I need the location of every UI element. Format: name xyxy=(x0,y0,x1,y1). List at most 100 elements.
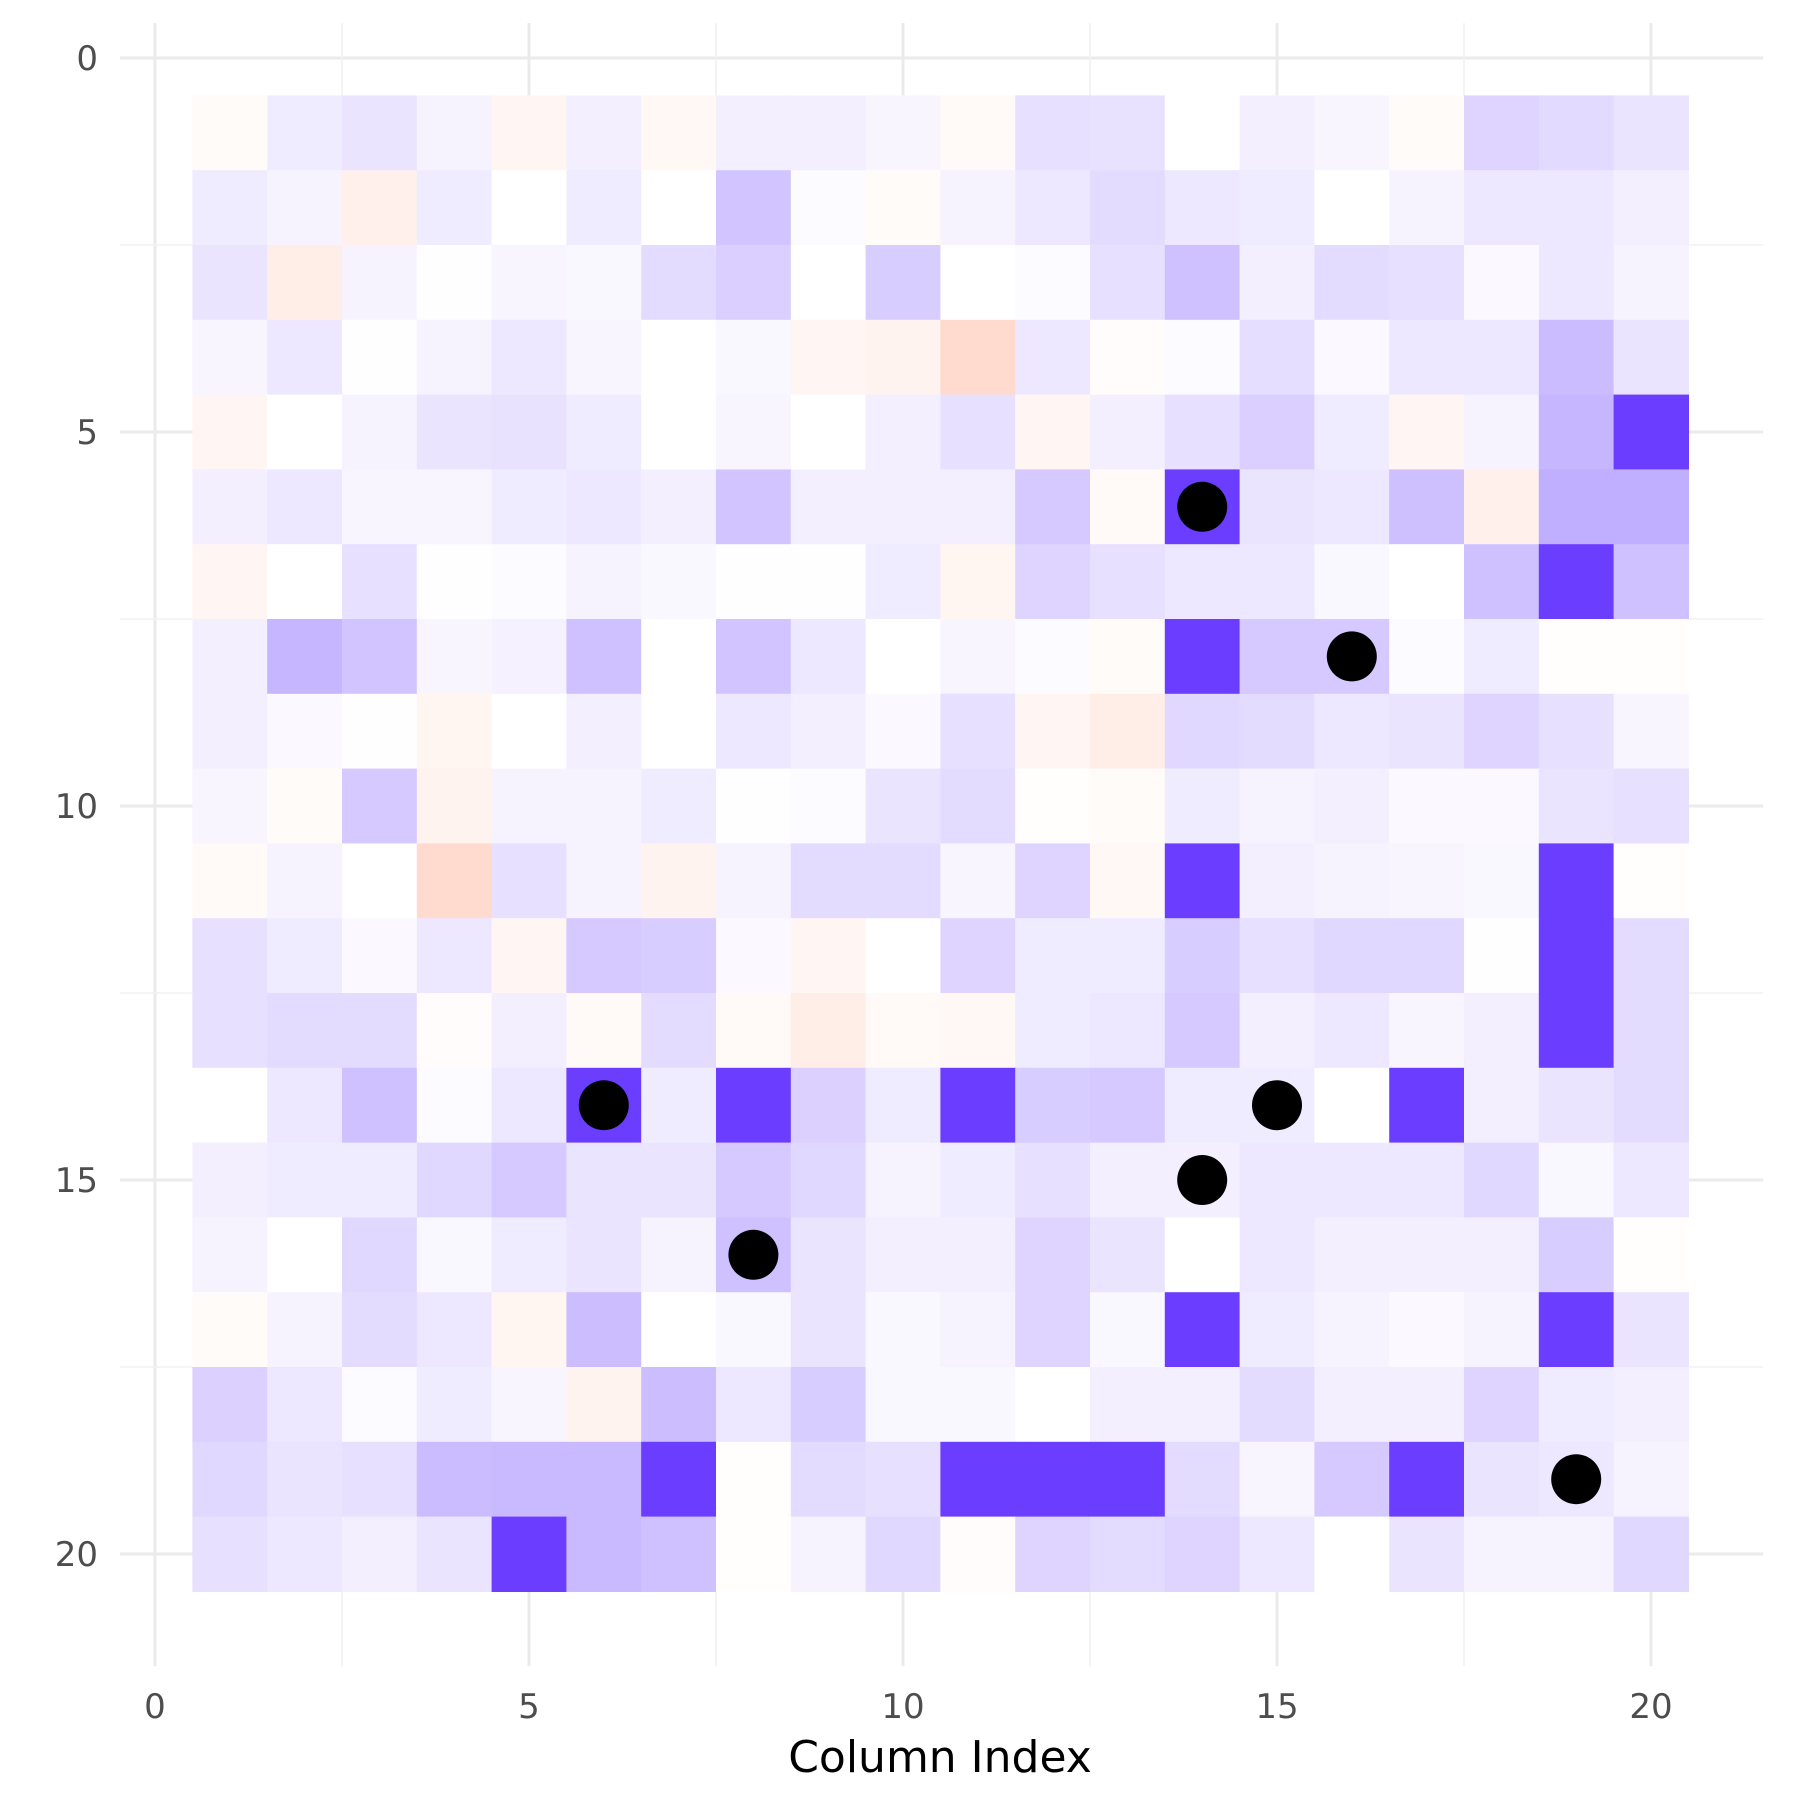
heatmap-cell xyxy=(1090,469,1166,545)
heatmap-cell xyxy=(566,768,642,844)
heatmap-cell xyxy=(1538,1367,1615,1443)
heatmap-cell xyxy=(1464,394,1540,470)
heatmap-cell xyxy=(416,469,493,545)
heatmap-cell xyxy=(491,1142,567,1218)
heatmap-cell xyxy=(342,170,418,246)
heatmap-cell xyxy=(1389,1142,1465,1218)
heatmap-cell xyxy=(716,1067,792,1144)
heatmap-cell xyxy=(566,1292,642,1368)
heatmap-cell xyxy=(641,394,717,470)
heatmap-cell xyxy=(566,1441,642,1518)
heatmap-cell xyxy=(865,544,941,620)
heatmap-cell xyxy=(1389,544,1465,620)
heatmap-cell xyxy=(716,394,792,470)
heatmap-cell xyxy=(790,1142,867,1218)
heatmap-cell xyxy=(1239,768,1315,844)
heatmap-cell xyxy=(1314,319,1390,396)
heatmap-cell xyxy=(940,170,1016,246)
heatmap-cell xyxy=(865,245,941,321)
heatmap-cells xyxy=(192,95,1689,1592)
heatmap-cell xyxy=(1314,394,1390,470)
heatmap-cell xyxy=(940,843,1016,919)
heatmap-cell xyxy=(641,170,717,246)
heatmap-cell xyxy=(716,1142,792,1218)
marker-point xyxy=(1177,1155,1228,1205)
heatmap-cell xyxy=(192,1367,268,1443)
heatmap-cell xyxy=(865,469,941,545)
heatmap-cell xyxy=(342,1217,418,1293)
heatmap-cell xyxy=(416,619,493,695)
heatmap-cell xyxy=(1090,1292,1166,1368)
heatmap-cell xyxy=(491,245,567,321)
heatmap-cell xyxy=(641,245,717,321)
marker-point xyxy=(1252,1080,1302,1131)
heatmap-cell xyxy=(790,993,867,1069)
heatmap-cell xyxy=(416,1441,493,1518)
heatmap-cell xyxy=(1389,1292,1465,1368)
heatmap-cell xyxy=(1389,394,1465,470)
heatmap-cell xyxy=(267,918,343,994)
heatmap-cell xyxy=(1464,319,1540,396)
heatmap-cell xyxy=(1090,95,1166,171)
heatmap-cell xyxy=(1613,1292,1689,1368)
heatmap-cell xyxy=(267,619,343,695)
x-tick-label: 20 xyxy=(1629,1687,1672,1727)
heatmap-cell xyxy=(1090,319,1166,396)
heatmap-cell xyxy=(1613,245,1689,321)
heatmap-cell xyxy=(1164,1516,1241,1592)
heatmap-cell xyxy=(1314,170,1390,246)
heatmap-cell xyxy=(1090,768,1166,844)
heatmap-cell xyxy=(641,1067,717,1144)
heatmap-cell xyxy=(267,544,343,620)
heatmap-cell xyxy=(1613,544,1689,620)
heatmap-cell xyxy=(1239,1516,1315,1592)
heatmap-cell xyxy=(1538,993,1615,1069)
heatmap-cell xyxy=(865,1367,941,1443)
heatmap-cell xyxy=(1015,1067,1091,1144)
heatmap-cell xyxy=(566,170,642,246)
heatmap-cell xyxy=(192,768,268,844)
heatmap-cell xyxy=(716,843,792,919)
heatmap-cell xyxy=(491,1292,567,1368)
heatmap-cell xyxy=(416,319,493,396)
heatmap-cell xyxy=(416,693,493,770)
heatmap-cell xyxy=(865,1516,941,1592)
heatmap-cell xyxy=(491,1067,567,1144)
heatmap-cell xyxy=(1389,95,1465,171)
heatmap-cell xyxy=(790,1441,867,1518)
heatmap-cell xyxy=(1015,1367,1091,1443)
heatmap-cell xyxy=(641,95,717,171)
heatmap-cell xyxy=(1613,95,1689,171)
heatmap-cell xyxy=(416,170,493,246)
heatmap-cell xyxy=(940,469,1016,545)
heatmap-cell xyxy=(1464,693,1540,770)
heatmap-cell xyxy=(1464,993,1540,1069)
heatmap-cell xyxy=(1164,95,1241,171)
heatmap-cell xyxy=(1389,245,1465,321)
heatmap-cell xyxy=(716,993,792,1069)
heatmap-cell xyxy=(1613,1217,1689,1293)
heatmap-cell xyxy=(1164,918,1241,994)
heatmap-cell xyxy=(192,95,268,171)
heatmap-cell xyxy=(491,1367,567,1443)
heatmap-cell xyxy=(1389,1367,1465,1443)
heatmap-cell xyxy=(1464,469,1540,545)
heatmap-cell xyxy=(1015,469,1091,545)
heatmap-cell xyxy=(865,1067,941,1144)
heatmap-cell xyxy=(1164,1292,1241,1368)
heatmap-cell xyxy=(1015,1441,1091,1518)
heatmap-cell xyxy=(1164,544,1241,620)
heatmap-cell xyxy=(1538,843,1615,919)
heatmap-cell xyxy=(566,1142,642,1218)
heatmap-cell xyxy=(342,768,418,844)
x-tick-label: 15 xyxy=(1255,1687,1298,1727)
heatmap-cell xyxy=(1464,170,1540,246)
heatmap-cell xyxy=(1389,693,1465,770)
heatmap-cell xyxy=(1090,619,1166,695)
heatmap-cell xyxy=(1164,319,1241,396)
heatmap-cell xyxy=(1015,544,1091,620)
heatmap-cell xyxy=(1015,1292,1091,1368)
heatmap-cell xyxy=(1389,768,1465,844)
heatmap-cell xyxy=(1538,918,1615,994)
heatmap-cell xyxy=(790,768,867,844)
